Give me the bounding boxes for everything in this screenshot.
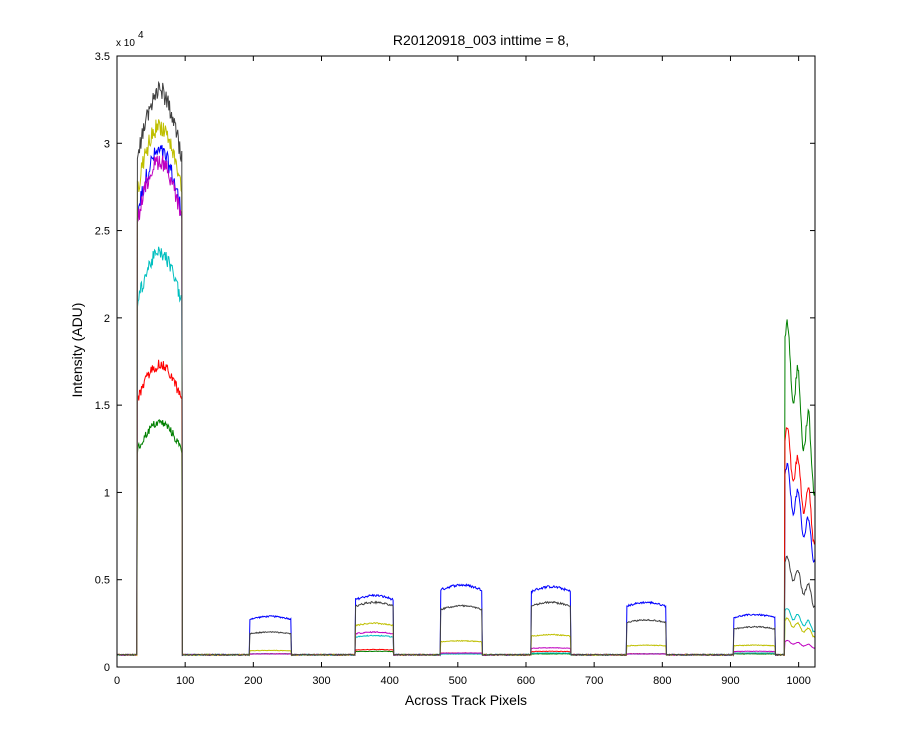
y-exponent-power: 4 — [138, 30, 144, 41]
y-tick-label: 2.5 — [95, 226, 110, 238]
x-axis: 0 100 200 300 400 500 600 700 800 900 1000 — [114, 56, 811, 687]
plot-frame — [116, 55, 816, 668]
chart-title: R20120918_003 inttime = 8, — [393, 32, 569, 48]
series-line — [116, 155, 816, 657]
x-axis-label: Across Track Pixels — [405, 692, 527, 708]
y-tick-label: 3 — [104, 138, 110, 150]
x-tick-label: 600 — [517, 675, 535, 687]
y-tick-label: 1 — [104, 487, 110, 499]
series-line — [116, 119, 816, 657]
x-tick-label: 0 — [114, 675, 120, 687]
series-line — [116, 80, 816, 657]
series-line — [116, 359, 816, 657]
x-tick-label: 900 — [721, 675, 739, 687]
y-axis: 0 0.5 1 1.5 2 2.5 3 3.5 — [95, 51, 815, 674]
x-tick-label: 800 — [653, 675, 671, 687]
y-tick-label: 3.5 — [95, 51, 110, 63]
series-line — [116, 144, 816, 657]
x-tick-label: 400 — [380, 675, 398, 687]
y-axis-label: Intensity (ADU) — [69, 303, 85, 398]
x-tick-label: 500 — [449, 675, 467, 687]
y-tick-label: 0.5 — [95, 575, 110, 587]
x-tick-label: 1000 — [786, 675, 810, 687]
y-tick-label: 0 — [104, 662, 110, 674]
y-tick-label: 2 — [104, 313, 110, 325]
series-line — [116, 319, 816, 657]
series-line — [116, 246, 816, 657]
x-tick-label: 100 — [176, 675, 194, 687]
x-tick-label: 300 — [312, 675, 330, 687]
series-group — [116, 80, 816, 657]
y-exponent-base: x 10 — [116, 38, 135, 49]
y-tick-label: 1.5 — [95, 400, 110, 412]
x-tick-label: 700 — [585, 675, 603, 687]
x-tick-label: 200 — [244, 675, 262, 687]
